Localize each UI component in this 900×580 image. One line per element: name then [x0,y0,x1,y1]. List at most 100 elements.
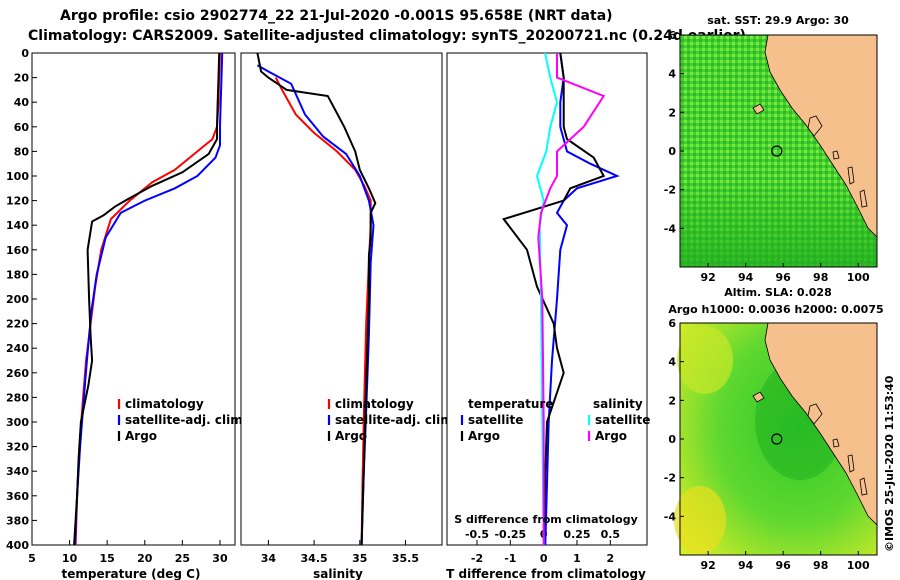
depth-tick-label: 60 [14,121,30,134]
altimetry-land-sumatra [764,322,878,526]
altimetry-map-panel: Altim. SLA: 0.028 Argo h1000: 0.0036 h20… [664,286,884,572]
depth-tick-label: 280 [6,391,29,404]
depth-tick-label: 80 [14,145,30,158]
x-tick-label: 15 [100,552,115,565]
map-lon-label: 94 [738,271,754,284]
map-lat-label: -2 [664,472,676,485]
series-line-t-argo [502,52,606,546]
difference-panel: -2 -1 0 1 2 -0.5 -0.25 0 0.25 0.5 S difference f… [446,52,650,580]
x-tick-label: 35 [352,552,367,565]
altimetry-high-sw [674,486,726,554]
temperature-x-label: temperature (deg C) [62,567,201,580]
x-tick-label: -2 [471,552,483,565]
x-tick-label: 10 [62,552,78,565]
legend-label: satellite [595,413,650,427]
sst-island-sipora [859,189,868,208]
legend-title-temperature: temperature [468,397,553,411]
depth-tick-label: 40 [14,96,30,109]
map-lon-label: 92 [700,559,715,572]
figure-title-line1: Argo profile: csio 2902774_22 21-Jul-202… [60,8,613,24]
altimetry-island-batu [832,438,840,448]
x-tick-label: 0 [540,552,548,565]
sst-island-batu [832,150,840,160]
altimetry-argo-location-marker [771,433,783,445]
legend-label: climatology [125,397,204,411]
series-line-argo [73,52,221,546]
altimetry-map-axes: 92 94 96 98 100 6 4 2 0 -2 -4 [664,317,870,572]
sst-island-siberut [847,166,855,185]
x-tick-label: 25 [175,552,190,565]
x-tick-label: 34.5 [301,552,328,565]
imos-credit: ©IMOS 25-Jul-2020 11:53:40 [883,375,896,552]
sst-island-nias [807,115,823,137]
map-lon-label: 94 [738,559,754,572]
legend-label: Argo [125,429,157,443]
salinity-x-axis: 34 34.5 35 35.5 [261,540,419,565]
temperature-panel: 0 20 40 60 80 100 120 140 160 180 200 220 240 260 280 3… [6,47,247,580]
legend-label: Argo [335,429,367,443]
salinity-legend: climatology satellite-adj. clim. Argo [327,397,457,443]
legend-title-salinity: salinity [593,397,643,411]
t-difference-x-label: T difference from climatology [446,567,646,580]
s-diff-tick-label: -0.5 [465,528,489,541]
map-lat-label: -4 [664,222,677,235]
map-lat-label: 6 [668,317,676,330]
altimetry-map-title: Altim. SLA: 0.028 [724,286,831,299]
sst-map-axes: 92 94 96 98 100 6 4 2 0 -2 -4 [664,29,870,284]
map-lat-label: -2 [664,184,676,197]
salinity-axes-frame [240,52,443,546]
temperature-x-axis: 5 10 15 20 25 30 [28,540,228,565]
sst-map-title: sat. SST: 29.9 Argo: 30 [707,14,849,27]
temperature-legend: climatology satellite-adj. clim. Argo [117,397,247,443]
sst-argo-location-marker [771,145,783,157]
s-diff-tick-label: -0.25 [494,528,526,541]
legend-label: Argo [468,429,500,443]
altimetry-island-simeulue [752,391,765,403]
depth-tick-label: 120 [6,195,29,208]
x-tick-label: 34 [261,552,277,565]
legend-label: satellite [468,413,523,427]
depth-tick-label: 200 [6,293,29,306]
map-lon-label: 96 [776,271,792,284]
map-lat-label: -4 [664,510,677,523]
depth-tick-label: 320 [6,441,29,454]
sst-map-panel: sat. SST: 29.9 Argo: 30 92 94 96 98 100 6 4 2 0 -… [664,14,878,284]
sst-south-band [680,180,877,267]
x-tick-label: 35.5 [392,552,419,565]
map-lon-label: 98 [813,559,828,572]
s-diff-tick-label: 0.25 [563,528,590,541]
sst-land-sumatra [764,34,878,238]
depth-tick-label: 380 [6,514,29,527]
salinity-series [256,52,377,546]
map-lat-label: 2 [668,394,676,407]
map-lat-label: 0 [668,145,676,158]
map-lat-label: 6 [668,29,676,42]
map-lon-label: 100 [847,559,870,572]
salinity-panel: 34 34.5 35 35.5 salinity climatology satelli… [240,52,457,580]
map-lat-label: 2 [668,106,676,119]
x-tick-label: 1 [573,552,581,565]
map-lon-label: 98 [813,271,828,284]
legend-label: satellite-adj. clim. [335,413,457,427]
series-line-argo [256,52,377,546]
legend-label: Argo [595,429,627,443]
depth-tick-label: 0 [21,47,29,60]
series-line-climatology [274,77,372,546]
depth-tick-label: 400 [6,539,29,552]
map-lat-label: 0 [668,433,676,446]
figure-title-line2: Climatology: CARS2009. Satellite-adjuste… [28,28,746,44]
sst-island-simeulue [752,103,765,115]
s-difference-label: S difference from climatology [454,513,638,526]
altimetry-map-subtitle: Argo h1000: 0.0036 h2000: 0.0075 [668,303,883,316]
depth-axis: 0 20 40 60 80 100 120 140 160 180 200 220 240 260 280 3… [6,47,37,552]
x-tick-label: 5 [28,552,36,565]
x-tick-label: 30 [212,552,228,565]
difference-series [502,52,620,546]
map-lon-label: 96 [776,559,792,572]
altimetry-island-siberut [847,454,855,473]
depth-tick-label: 340 [6,465,29,478]
legend-label: climatology [335,397,414,411]
x-tick-label: 20 [137,552,153,565]
series-line-s-satellite [535,52,559,546]
